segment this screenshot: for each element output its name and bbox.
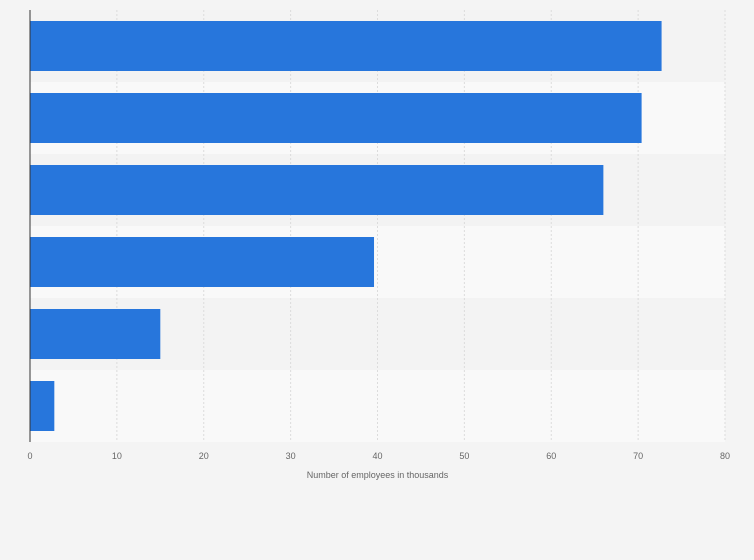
x-tick-label: 30 <box>286 451 296 461</box>
x-axis-ticks: 0 10 20 30 40 50 60 70 80 <box>27 451 730 461</box>
bar[interactable] <box>30 93 642 143</box>
bar[interactable] <box>30 237 375 287</box>
x-tick-label: 10 <box>112 451 122 461</box>
bar[interactable] <box>30 165 604 215</box>
x-tick-label: 20 <box>199 451 209 461</box>
grid-lines <box>116 10 726 442</box>
bar[interactable] <box>30 381 55 431</box>
bar[interactable] <box>30 309 161 359</box>
bars <box>30 21 662 431</box>
x-tick-label: 70 <box>633 451 643 461</box>
x-tick-label: 0 <box>27 451 32 461</box>
x-tick-label: 60 <box>546 451 556 461</box>
bar[interactable] <box>30 21 662 71</box>
x-tick-label: 80 <box>720 451 730 461</box>
x-axis-title: Number of employees in thousands <box>307 470 449 480</box>
x-tick-label: 50 <box>459 451 469 461</box>
x-tick-label: 40 <box>372 451 382 461</box>
